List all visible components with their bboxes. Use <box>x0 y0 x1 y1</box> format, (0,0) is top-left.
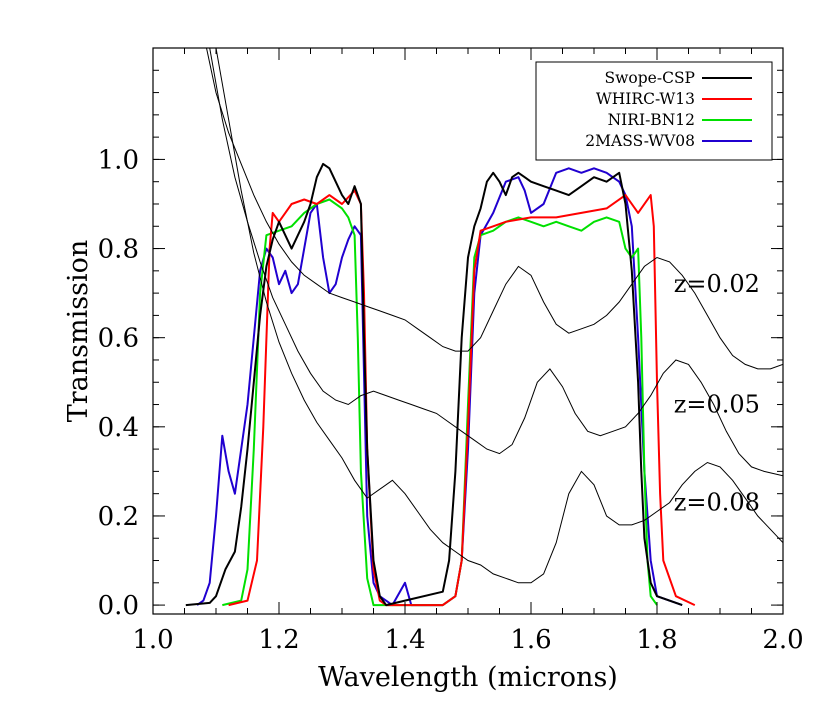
x-tick-label: 1.6 <box>510 625 551 655</box>
redshift-annotation: z=0.02 <box>674 270 760 298</box>
y-tick-label: 0.2 <box>98 502 139 532</box>
legend-label: 2MASS-WV08 <box>585 132 695 150</box>
legend-label: WHIRC-W13 <box>596 90 695 108</box>
y-tick-label: 0.0 <box>98 591 139 621</box>
y-tick-label: 0.8 <box>98 235 139 265</box>
legend-items: Swope-CSP WHIRC-W13 NIRI-BN12 2MASS-WV08 <box>585 69 752 150</box>
spectrum-line-z=0.05 <box>209 48 783 477</box>
y-tick-label: 0.4 <box>98 413 139 443</box>
x-tick-label: 1.4 <box>384 625 425 655</box>
y-tick-label: 0.6 <box>98 324 139 354</box>
x-tick-label: 1.0 <box>132 625 173 655</box>
x-axis-title: Wavelength (microns) <box>318 662 618 693</box>
redshift-spectra-layer <box>206 48 783 584</box>
spectrum-line-z=0.08 <box>215 48 783 584</box>
series-line-NIRI-BN12 <box>222 198 658 607</box>
x-tick-label: 1.2 <box>258 625 299 655</box>
ticks-layer: 1.0 1.2 1.4 1.6 1.8 2.0 0.0 0.2 0.4 0.6 0.8 1.0 <box>98 47 804 655</box>
x-tick-label: 2.0 <box>762 625 803 655</box>
series-line-Swope-CSP <box>185 162 683 607</box>
redshift-annotation: z=0.08 <box>674 489 760 517</box>
redshift-annotation: z=0.05 <box>674 391 760 419</box>
series-layer <box>185 162 696 607</box>
annotation-layer: z=0.02 z=0.05 z=0.08 <box>674 270 760 516</box>
y-axis-title: Transmission <box>63 240 94 423</box>
legend: Swope-CSP WHIRC-W13 NIRI-BN12 2MASS-WV08 <box>535 61 773 161</box>
legend-label: Swope-CSP <box>605 69 695 87</box>
legend-label: NIRI-BN12 <box>608 111 695 129</box>
spectrum-line-z=0.02 <box>206 48 783 370</box>
x-tick-label: 1.8 <box>636 625 677 655</box>
y-tick-label: 1.0 <box>98 145 139 175</box>
series-line-WHIRC-W13 <box>228 189 696 607</box>
